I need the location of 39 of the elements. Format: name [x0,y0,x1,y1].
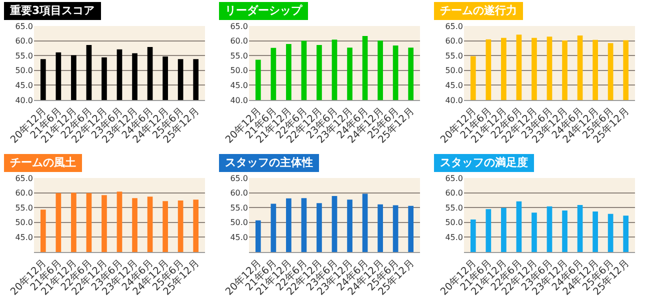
y-tick-label: 40.0 [15,96,33,105]
chart-title: スタッフの満足度 [434,154,534,172]
y-tick-label: 50.0 [230,218,248,228]
y-tick-label: 45.0 [445,233,463,242]
y-tick-label: 50.0 [445,218,463,228]
y-tick-label: 65.0 [445,22,463,31]
chart-title: チームの遂行力 [434,2,523,20]
y-tick-label: 60.0 [15,36,33,46]
y-tick-label: 60.0 [445,36,463,46]
y-tick-label: 55.0 [230,51,248,60]
y-tick-label: 45.0 [15,233,33,242]
chart-title: リーダーシップ [219,2,308,20]
y-tick-label: 55.0 [15,51,33,60]
y-tick-label: 65.0 [230,22,248,31]
y-tick-label: 55.0 [15,203,33,212]
y-tick-label: 50.0 [15,66,33,76]
y-tick-label: 50.0 [445,66,463,76]
chart-title: スタッフの主体性 [219,154,319,172]
chart-title: チームの風土 [4,154,82,172]
y-tick-label: 65.0 [15,174,33,183]
y-tick-label: 45.0 [230,81,248,90]
chart-title: 重要3項目スコア [4,2,101,20]
y-tick-label: 55.0 [230,203,248,212]
y-tick-label: 60.0 [230,36,248,46]
y-tick-label: 55.0 [445,51,463,60]
y-tick-label: 60.0 [15,188,33,198]
y-tick-label: 40.0 [445,96,463,105]
y-tick-label: 65.0 [230,174,248,183]
y-tick-label: 55.0 [445,203,463,212]
y-tick-label: 50.0 [230,66,248,76]
y-tick-label: 40.0 [230,96,248,105]
y-tick-label: 50.0 [15,218,33,228]
y-tick-label: 65.0 [15,22,33,31]
y-tick-label: 45.0 [15,81,33,90]
y-tick-label: 60.0 [445,188,463,198]
y-tick-label: 60.0 [230,188,248,198]
y-tick-label: 45.0 [445,81,463,90]
y-tick-label: 45.0 [230,233,248,242]
y-tick-label: 65.0 [445,174,463,183]
